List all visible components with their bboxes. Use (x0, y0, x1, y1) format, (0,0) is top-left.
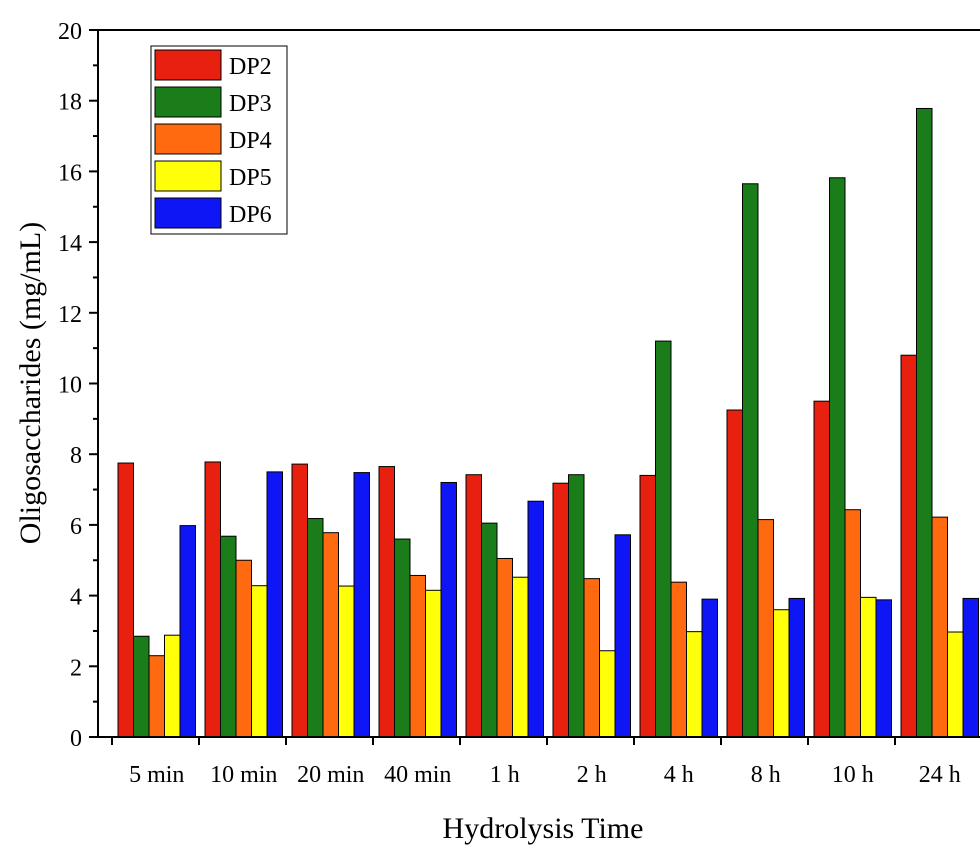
bar (164, 634, 181, 738)
bar (686, 631, 703, 738)
y-tick-label: 6 (70, 514, 82, 540)
bar (425, 589, 442, 738)
legend-label: DP5 (229, 165, 272, 191)
y-tick-label: 12 (58, 302, 82, 328)
bar (614, 534, 631, 738)
bar (322, 532, 339, 738)
x-tick-label: 20 min (297, 762, 364, 788)
legend-label: DP4 (229, 128, 272, 154)
bar (481, 522, 498, 738)
legend-swatch (154, 86, 222, 118)
y-tick-label: 16 (58, 160, 82, 186)
bar (931, 516, 948, 738)
bar (148, 655, 165, 738)
bar (875, 599, 892, 738)
bar (947, 631, 964, 738)
bar (496, 557, 513, 738)
bar (860, 596, 877, 738)
bar (409, 574, 426, 738)
bar (599, 650, 616, 738)
bar (512, 576, 529, 738)
x-tick-label: 40 min (384, 762, 451, 788)
legend-swatch (154, 49, 222, 81)
bar (307, 518, 324, 738)
bar (353, 472, 370, 738)
bar (527, 500, 544, 738)
bar (844, 509, 861, 738)
legend-swatch (154, 160, 222, 192)
legend: DP2 DP3 DP4 DP5 DP6 (150, 45, 288, 235)
legend-swatch (154, 123, 222, 155)
bar (670, 581, 687, 738)
y-tick-label: 8 (70, 443, 82, 469)
axes-layer: 0 2 4 6 8 10 12 14 16 18 20 5 min 10 min 20 min 40 min… (58, 19, 980, 788)
y-axis-title: Oligosaccharides (mg/mL) (14, 222, 47, 544)
x-tick-label: 5 min (129, 762, 184, 788)
x-tick-label: 10 h (832, 762, 874, 788)
bar (726, 409, 743, 738)
y-tick-label: 10 (58, 373, 82, 399)
bar (813, 400, 830, 738)
x-tick-label: 4 h (664, 762, 694, 788)
bar (742, 183, 759, 738)
bar (133, 635, 150, 738)
legend-swatch (154, 197, 222, 229)
bar (291, 463, 308, 738)
bar (583, 578, 600, 738)
bar (465, 474, 482, 738)
bar (440, 481, 457, 738)
x-tick-label: 8 h (751, 762, 781, 788)
y-tick-label: 14 (58, 231, 82, 257)
legend-label: DP2 (229, 54, 272, 80)
bar (962, 597, 979, 738)
bar (757, 519, 774, 738)
bar (378, 466, 395, 738)
bar (568, 474, 585, 738)
y-tick-label: 4 (70, 585, 82, 611)
legend-label: DP3 (229, 91, 272, 117)
x-tick-label: 1 h (490, 762, 520, 788)
x-axis-title: Hydrolysis Time (443, 812, 644, 845)
x-tick-label: 10 min (210, 762, 277, 788)
bar (220, 535, 237, 738)
x-tick-label: 2 h (577, 762, 607, 788)
bar (204, 461, 221, 738)
bar (788, 597, 805, 738)
bar (251, 585, 268, 738)
bar (916, 107, 933, 738)
bar (552, 482, 569, 738)
bar (701, 598, 718, 738)
y-tick-label: 2 (70, 655, 82, 681)
y-tick-label: 20 (58, 19, 82, 45)
bar (338, 585, 355, 738)
bar (117, 462, 134, 738)
y-tick-label: 18 (58, 90, 82, 116)
x-tick-label: 24 h (919, 762, 961, 788)
bar (394, 538, 411, 738)
bar (179, 525, 196, 738)
bar (773, 609, 790, 738)
legend-label: DP6 (229, 202, 272, 228)
bar (235, 559, 252, 738)
y-tick-label: 0 (70, 726, 82, 752)
bar (655, 340, 672, 738)
bar (829, 177, 846, 738)
bar (266, 471, 283, 738)
bar (639, 474, 656, 738)
bar (900, 354, 917, 738)
